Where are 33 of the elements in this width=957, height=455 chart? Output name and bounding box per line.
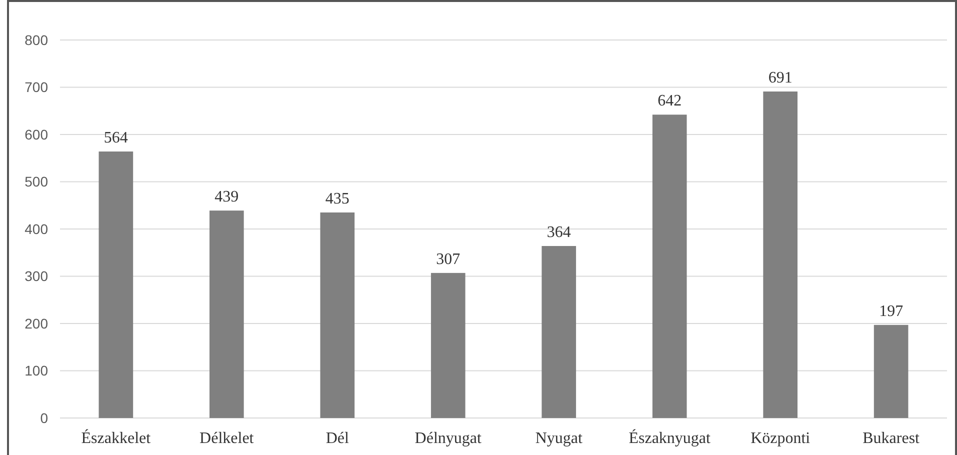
y-tick-label: 300 (24, 268, 48, 284)
y-tick-label: 200 (24, 315, 48, 332)
bar (874, 324, 908, 418)
y-tick-label: 0 (40, 410, 48, 426)
data-label: 435 (325, 190, 350, 208)
y-tick-label: 400 (24, 220, 48, 237)
x-tick-label: Nyugat (535, 430, 583, 447)
data-label: 564 (104, 130, 128, 147)
y-tick-label: 600 (24, 126, 48, 142)
bar (763, 92, 798, 418)
x-tick-label: Dél (326, 430, 350, 447)
x-tick-label: Délnyugat (414, 430, 482, 447)
bar (98, 152, 134, 418)
data-label: 439 (214, 188, 239, 206)
x-tick-label: Központi (750, 430, 811, 447)
x-tick-label: Északnyugat (628, 429, 712, 447)
bar (430, 272, 466, 418)
data-label: 642 (658, 92, 682, 110)
bar (652, 114, 687, 418)
data-label: 307 (436, 250, 460, 268)
y-tick-label: 800 (24, 32, 48, 48)
x-tick-label: Délkelet (200, 430, 254, 447)
bar (320, 212, 355, 418)
data-label: 691 (768, 70, 792, 87)
x-tick-label: Északkelet (81, 429, 152, 447)
x-tick-label: Bukarest (862, 430, 920, 447)
bar (542, 246, 576, 418)
data-label: 197 (879, 302, 904, 320)
y-tick-label: 100 (24, 362, 48, 379)
bar (209, 210, 244, 418)
y-tick-label: 500 (24, 174, 48, 190)
y-tick-label: 700 (24, 79, 48, 96)
data-label: 364 (546, 224, 571, 242)
